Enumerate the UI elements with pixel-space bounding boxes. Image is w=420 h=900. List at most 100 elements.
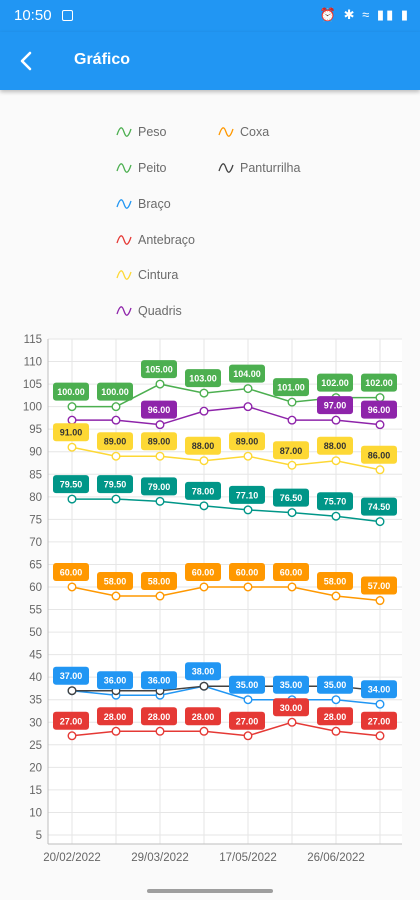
data-point	[155, 591, 165, 601]
data-label: 102.00	[361, 373, 397, 392]
data-label-text: 104.00	[233, 369, 261, 379]
data-label: 104.00	[229, 364, 265, 383]
data-label-box	[185, 436, 221, 455]
data-label-text: 100.00	[57, 387, 85, 397]
page-title: Gráfico	[74, 51, 131, 68]
y-tick-label: 55	[29, 605, 42, 617]
data-label: 35.00	[229, 675, 265, 694]
data-label-text: 102.00	[365, 378, 393, 388]
data-label-text: 86.00	[368, 450, 391, 460]
legend-item-panturrilha[interactable]: Panturrilha	[218, 158, 300, 178]
data-label: 91.00	[53, 423, 89, 442]
data-point	[331, 511, 341, 521]
data-label-text: 100.00	[101, 387, 129, 397]
data-label-box	[53, 562, 89, 581]
data-label-text: 58.00	[324, 577, 347, 587]
data-label-box	[361, 576, 397, 595]
legend-item-cintura[interactable]: Cintura	[116, 265, 178, 285]
data-label-box	[317, 675, 353, 694]
data-label-box	[141, 360, 177, 379]
data-label: 101.00	[273, 378, 309, 397]
data-label-text: 89.00	[148, 437, 171, 447]
data-label-box	[317, 707, 353, 726]
data-label: 30.00	[273, 698, 309, 717]
data-point	[287, 397, 297, 407]
data-label: 87.00	[273, 441, 309, 460]
legend-label: Coxa	[240, 125, 270, 139]
series-line-antebraço	[71, 721, 381, 737]
data-point	[287, 460, 297, 470]
data-label-text: 74.50	[368, 502, 391, 512]
legend-item-antebraco[interactable]: Antebraço	[116, 230, 195, 250]
data-label-text: 87.00	[280, 446, 303, 456]
data-label-box	[229, 675, 265, 694]
legend-label: Panturrilha	[240, 161, 301, 175]
x-tick-label: 26/06/2022	[307, 852, 365, 864]
data-label-text: 89.00	[236, 437, 259, 447]
navigation-handle[interactable]	[147, 889, 273, 893]
y-tick-label: 100	[23, 402, 42, 414]
data-point	[331, 456, 341, 466]
legend-item-braco[interactable]: Braço	[116, 194, 171, 214]
data-point	[155, 726, 165, 736]
data-point	[67, 402, 77, 412]
data-label: 35.00	[317, 675, 353, 694]
data-label-box	[229, 485, 265, 504]
data-point	[111, 402, 121, 412]
data-label: 97.00	[317, 396, 353, 415]
data-label-text: 35.00	[280, 680, 303, 690]
y-tick-label: 105	[23, 379, 42, 391]
data-label-text: 76.50	[280, 493, 303, 503]
data-label: 75.70	[317, 492, 353, 511]
legend-item-quadris[interactable]: Quadris	[116, 301, 182, 321]
data-label: 105.00	[141, 360, 177, 379]
data-label-box	[229, 364, 265, 383]
data-point	[199, 726, 209, 736]
data-label-box	[361, 373, 397, 392]
data-label-box	[141, 671, 177, 690]
data-label: 89.00	[229, 432, 265, 451]
data-label-box	[185, 481, 221, 500]
data-point	[243, 451, 253, 461]
data-label-box	[97, 671, 133, 690]
data-label-text: 78.00	[192, 486, 215, 496]
data-label-text: 28.00	[324, 712, 347, 722]
data-label-text: 35.00	[324, 680, 347, 690]
data-point	[375, 517, 385, 527]
data-point	[331, 726, 341, 736]
data-label: 28.00	[97, 707, 133, 726]
data-label-text: 60.00	[236, 567, 259, 577]
plot-area	[48, 339, 402, 844]
data-label: 96.00	[141, 400, 177, 419]
data-label-text: 79.00	[148, 482, 171, 492]
data-point	[243, 402, 253, 412]
legend-wave-icon	[218, 127, 234, 137]
data-label: 79.50	[97, 475, 133, 494]
legend-item-peito[interactable]: Peito	[116, 158, 167, 178]
y-tick-label: 35	[29, 695, 42, 707]
data-point	[155, 451, 165, 461]
y-tick-label: 30	[29, 717, 42, 729]
data-label: 88.00	[185, 436, 221, 455]
data-point	[331, 415, 341, 425]
data-label-box	[141, 432, 177, 451]
data-label-box	[53, 475, 89, 494]
data-label-box	[185, 707, 221, 726]
data-label: 34.00	[361, 680, 397, 699]
data-label-box	[273, 675, 309, 694]
data-label-box	[273, 488, 309, 507]
back-button[interactable]	[8, 42, 46, 80]
data-point	[287, 415, 297, 425]
legend-item-peso[interactable]: Peso	[116, 122, 167, 142]
data-label-text: 58.00	[148, 577, 171, 587]
data-point	[67, 415, 77, 425]
data-label-text: 36.00	[148, 676, 171, 686]
y-tick-label: 45	[29, 650, 42, 662]
data-label-box	[317, 572, 353, 591]
data-point	[243, 384, 253, 394]
data-label: 74.50	[361, 497, 397, 516]
legend-label: Cintura	[138, 268, 179, 282]
data-label-box	[361, 497, 397, 516]
legend-item-coxa[interactable]: Coxa	[218, 122, 269, 142]
data-point	[111, 451, 121, 461]
